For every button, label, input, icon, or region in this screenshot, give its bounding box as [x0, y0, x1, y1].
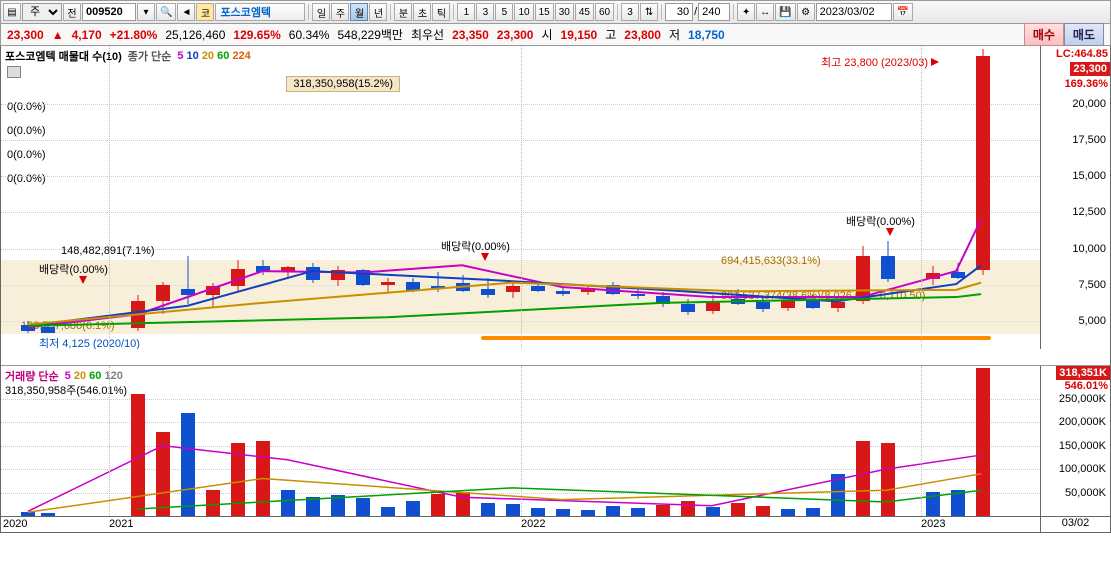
value: 548,229백만 [337, 26, 402, 43]
pct1: 129.65% [233, 28, 280, 42]
date-input[interactable] [816, 3, 892, 21]
dropdown-icon[interactable]: ▾ [137, 3, 155, 21]
vol-pct: 546.01% [1065, 380, 1108, 392]
x-2022: 2022 [521, 518, 545, 530]
n30[interactable]: 30 [555, 3, 574, 21]
tf-day[interactable]: 일 [312, 3, 330, 21]
tool-icon-2[interactable]: ↔ [756, 3, 774, 21]
save-icon[interactable]: 💾 [775, 3, 795, 21]
stock-name: 포스코엠텍 [215, 3, 305, 21]
main-toolbar: ▤ 주 전 ▾ 🔍 ◄ 코 포스코엠텍 일 주 월 년 분 초 틱 1 3 5 … [0, 0, 1111, 24]
x-current: 03/02 [1040, 516, 1110, 532]
period-sep: / [694, 6, 697, 18]
low-label: 저 [669, 26, 680, 43]
n1[interactable]: 1 [457, 3, 475, 21]
chart-type-icon[interactable] [7, 66, 21, 78]
n3[interactable]: 3 [476, 3, 494, 21]
tf-tick[interactable]: 틱 [432, 3, 450, 21]
menu-icon[interactable]: ▤ [3, 3, 21, 21]
high: 23,800 [624, 28, 661, 42]
hc-pct: 169.36% [1065, 78, 1108, 90]
search-icon[interactable]: 🔍 [156, 3, 176, 21]
tf-sec[interactable]: 초 [413, 3, 431, 21]
volume: 25,126,460 [165, 28, 225, 42]
n45[interactable]: 45 [575, 3, 594, 21]
buy-button[interactable]: 매수 [1024, 23, 1064, 46]
calendar-icon[interactable]: 📅 [893, 3, 913, 21]
vol-indicator: 318,351K [1056, 366, 1110, 380]
tool-icon-1[interactable]: ✦ [737, 3, 755, 21]
prev-button[interactable]: 전 [63, 3, 81, 21]
period-a[interactable] [665, 3, 693, 21]
current-price: 23,300 [7, 28, 44, 42]
tf-year[interactable]: 년 [369, 3, 387, 21]
bid: 23,300 [497, 28, 534, 42]
pct2: 60.34% [289, 28, 330, 42]
up-arrow-icon: ▲ [52, 28, 64, 42]
stock-code-input[interactable] [82, 3, 136, 21]
n15[interactable]: 15 [535, 3, 554, 21]
open: 19,150 [561, 28, 598, 42]
summary-box: 318,350,958(15.2%) [286, 76, 400, 92]
price-indicator: 23,300 [1070, 62, 1110, 76]
tf-min[interactable]: 분 [394, 3, 412, 21]
market-badge: 코 [196, 3, 214, 21]
volume-chart[interactable]: 거래량 단순 5 20 60 120 318,350,958주(546.01%)… [1, 366, 1110, 532]
tf-week[interactable]: 주 [331, 3, 349, 21]
period-b[interactable] [698, 3, 730, 21]
period-select[interactable]: 주 [22, 3, 62, 21]
x-2023: 2023 [921, 518, 945, 530]
n10[interactable]: 10 [514, 3, 533, 21]
sell-button[interactable]: 매도 [1064, 23, 1104, 46]
lc-label: LC:464.85 [1056, 48, 1108, 60]
price-change-pct: +21.80% [110, 28, 158, 42]
open-label: 시 [541, 26, 552, 43]
price-chart[interactable]: 포스코엠텍 매물대 수(10) 종가 단순 5 10 20 60 224 0(0… [1, 46, 1110, 366]
x-2020: 2020 [3, 518, 27, 530]
gear-icon[interactable]: ⚙ [797, 3, 815, 21]
tf-month[interactable]: 월 [350, 3, 368, 21]
low: 18,750 [688, 28, 725, 42]
spinner-icon[interactable]: ⇅ [640, 3, 658, 21]
priority: 최우선 [411, 26, 444, 43]
status-bar: 23,300 ▲ 4,170 +21.80% 25,126,460 129.65… [0, 24, 1111, 46]
nn3[interactable]: 3 [621, 3, 639, 21]
ask: 23,350 [452, 28, 489, 42]
price-change: 4,170 [72, 28, 102, 42]
price-legend: 포스코엠텍 매물대 수(10) 종가 단순 5 10 20 60 224 [5, 48, 251, 64]
n60[interactable]: 60 [595, 3, 614, 21]
prev-icon[interactable]: ◄ [177, 3, 195, 21]
x-2021: 2021 [109, 518, 133, 530]
high-label: 고 [605, 26, 616, 43]
n5[interactable]: 5 [495, 3, 513, 21]
